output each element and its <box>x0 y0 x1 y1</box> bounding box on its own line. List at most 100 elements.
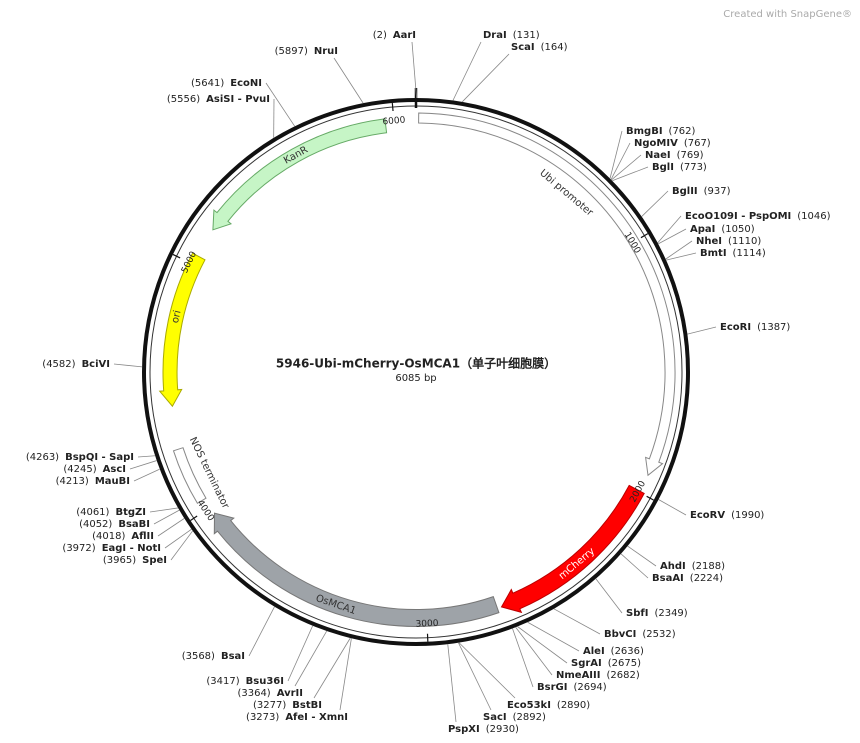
tick-mark <box>172 253 181 259</box>
site-name: DraI <box>483 30 507 41</box>
tick-mark <box>640 233 649 239</box>
site-position: (1990) <box>731 510 764 521</box>
site-leader <box>113 363 143 368</box>
site-label: (5641) EcoNI <box>191 78 262 89</box>
site-leader <box>164 528 192 549</box>
tick-mark <box>190 515 198 521</box>
tick-label: 3000 <box>415 619 439 630</box>
site-leader <box>553 608 601 635</box>
site-position: (4052) <box>79 519 112 530</box>
site-position: (1050) <box>721 224 754 235</box>
site-label: NmeAIII (2682) <box>556 670 640 681</box>
site-position: (4582) <box>42 359 75 370</box>
site-label: (4213) MauBI <box>56 476 130 487</box>
site-name: BsrGI <box>537 682 567 693</box>
site-leader <box>611 154 642 181</box>
feature <box>213 512 500 627</box>
site-position: (2694) <box>573 682 606 693</box>
feature-label: Ubi promoter <box>537 168 595 219</box>
feature <box>500 484 645 614</box>
site-label: PspXI (2930) <box>448 724 519 735</box>
site-position: (2188) <box>692 561 725 572</box>
watermark: Created with SnapGene® <box>723 9 852 20</box>
site-name: BglII <box>672 186 698 197</box>
site-name: NgoMIV <box>634 138 678 149</box>
site-label: BsrGI (2694) <box>537 682 607 693</box>
site-leader <box>447 644 457 723</box>
site-leader <box>610 142 631 180</box>
site-position: (3972) <box>62 543 95 554</box>
site-leader <box>609 130 623 179</box>
site-label: AhdI (2188) <box>660 561 725 572</box>
site-leader <box>620 553 649 579</box>
site-name: BspQI - SapI <box>65 452 134 463</box>
tick-label: 6000 <box>382 115 406 127</box>
site-leader <box>658 499 687 516</box>
site-name: BbvCI <box>604 629 636 640</box>
site-label: EcoRV (1990) <box>690 510 764 521</box>
site-label: BglII (937) <box>672 186 731 197</box>
site-label: (4018) AflII <box>92 531 154 542</box>
site-leader <box>461 53 510 103</box>
site-name: EcoRI <box>720 322 751 333</box>
site-name: ScaI <box>511 42 535 53</box>
site-name: BsaBI <box>118 519 150 530</box>
tick-label: 4000 <box>195 499 216 524</box>
site-name: BsaI <box>221 651 245 662</box>
site-name: AfeI - XmnI <box>285 712 348 723</box>
site-position: (164) <box>541 42 568 53</box>
site-name: SpeI <box>142 555 167 566</box>
site-leader <box>411 41 417 99</box>
site-leader <box>657 215 682 244</box>
site-position: (4263) <box>26 452 59 463</box>
site-leader <box>687 326 717 335</box>
site-leader <box>294 630 328 687</box>
site-name: NmeAIII <box>556 670 600 681</box>
site-position: (3273) <box>246 712 279 723</box>
site-name: BstBI <box>292 700 322 711</box>
site-position: (937) <box>704 186 731 197</box>
site-label: AleI (2636) <box>583 646 644 657</box>
site-label: (4061) BtgZI <box>76 507 146 518</box>
site-name: AarI <box>393 30 416 41</box>
site-label: (5556) AsiSI - PvuI <box>167 94 270 105</box>
site-leader <box>517 626 568 664</box>
site-name: BglI <box>652 162 674 173</box>
plasmid-length: 6085 bp <box>395 373 436 384</box>
site-label: NgoMIV (767) <box>634 138 711 149</box>
site-position: (4245) <box>63 464 96 475</box>
site-leader <box>265 82 296 127</box>
site-label: (3972) EagI - NotI <box>62 543 161 554</box>
feature <box>418 112 676 477</box>
site-leader <box>527 621 580 652</box>
site-leader <box>666 252 697 261</box>
site-name: SacI <box>483 712 507 723</box>
site-position: (2930) <box>486 724 519 735</box>
site-position: (1387) <box>757 322 790 333</box>
site-position: (3568) <box>182 651 215 662</box>
site-position: (2890) <box>557 700 590 711</box>
site-leader <box>458 642 516 699</box>
site-label: EcoRI (1387) <box>720 322 790 333</box>
site-leader <box>248 606 275 657</box>
site-leader <box>287 625 314 682</box>
site-position: (2682) <box>606 670 639 681</box>
site-leader <box>333 57 364 104</box>
site-position: (131) <box>513 30 540 41</box>
site-name: SbfI <box>626 608 648 619</box>
site-label: (3965) SpeI <box>103 555 167 566</box>
feature <box>158 252 206 408</box>
site-position: (3364) <box>237 688 270 699</box>
site-position: (773) <box>680 162 707 173</box>
site-name: EcoO109I - PspOMI <box>685 211 791 222</box>
site-leader <box>627 545 657 567</box>
site-leader <box>452 41 482 101</box>
site-position: (4018) <box>92 531 125 542</box>
site-label: BglI (773) <box>652 162 707 173</box>
site-name: AleI <box>583 646 605 657</box>
site-name: BmtI <box>700 248 727 259</box>
site-position: (2636) <box>611 646 644 657</box>
site-label: ScaI (164) <box>511 42 568 53</box>
site-name: AsiSI - PvuI <box>206 94 270 105</box>
site-label: BmtI (1114) <box>700 248 766 259</box>
